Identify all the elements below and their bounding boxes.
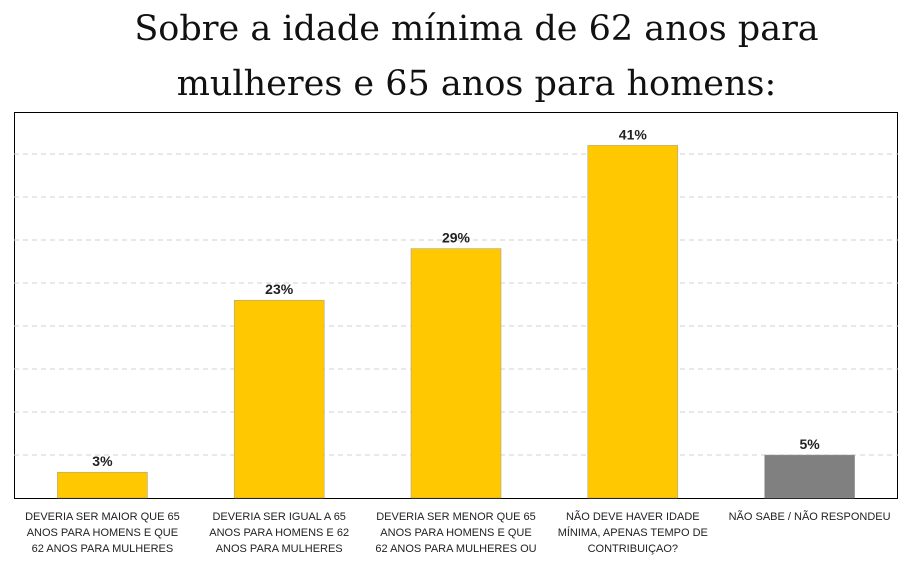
data-label: 41% (619, 126, 648, 142)
chart-title: Sobre a idade mínima de 62 anos para mul… (134, 9, 819, 104)
bar-chart: 3% 23% 29% 41% 5% (14, 126, 898, 499)
bar (587, 145, 679, 499)
data-label: 29% (442, 230, 471, 246)
x-tick-label: DEVERIA SER IGUAL A 65 ANOS PARA HOMENS … (209, 511, 350, 555)
data-label: 5% (799, 436, 820, 452)
x-tick-label: NÃO SABE / NÃO RESPONDEU (728, 511, 891, 523)
plot-area (14, 112, 898, 499)
data-label: 23% (265, 281, 294, 297)
x-tick-label: DEVERIA SER MENOR QUE 65 ANOS PARA HOMEN… (375, 511, 537, 555)
bar (764, 454, 855, 499)
x-tick-label: NÃO DEVE HAVER IDADE MÍNIMA, APENAS TEMP… (557, 511, 708, 555)
bar (233, 299, 325, 499)
bar (57, 471, 148, 499)
data-label: 3% (92, 453, 113, 469)
bar (410, 248, 502, 499)
x-tick-label: DEVERIA SER MAIOR QUE 65 ANOS PARA HOMEN… (25, 511, 180, 555)
